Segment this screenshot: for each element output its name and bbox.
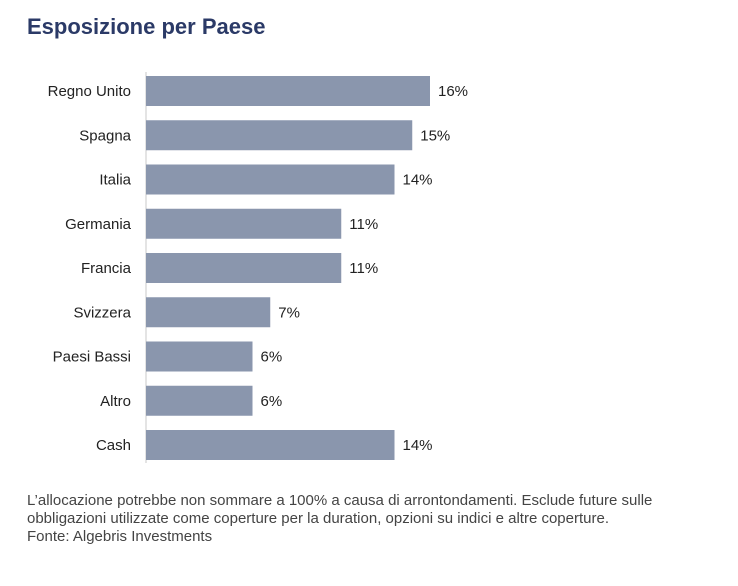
- value-label: 7%: [278, 304, 300, 321]
- bar-italia: [146, 164, 395, 195]
- bar-chart: Regno Unito 16% Spagna 15% Italia 14% Germania…: [48, 72, 468, 463]
- bar-cash: [146, 430, 395, 460]
- category-label: Svizzera: [73, 304, 131, 321]
- bar-regno-unito: [146, 76, 430, 106]
- value-label: 6%: [261, 393, 283, 410]
- category-label: Altro: [100, 393, 131, 410]
- value-label: 15%: [420, 127, 450, 144]
- value-label: 14%: [403, 437, 433, 454]
- bar-francia: [146, 253, 342, 283]
- value-label: 11%: [349, 216, 378, 233]
- value-label: 14%: [403, 172, 433, 189]
- category-label: Germania: [65, 216, 132, 233]
- bar-altro: [146, 385, 253, 416]
- category-label: Spagna: [79, 127, 131, 144]
- category-label: Francia: [81, 260, 132, 277]
- chart-title: Esposizione per Paese: [27, 14, 266, 39]
- value-label: 6%: [261, 349, 283, 366]
- footnote-text: L’allocazione potrebbe non sommare a 100…: [27, 492, 653, 527]
- value-label: 11%: [349, 260, 378, 277]
- bar-paesi-bassi: [146, 341, 253, 372]
- bar-germania: [146, 208, 342, 239]
- category-label: Paesi Bassi: [53, 349, 131, 366]
- bar-spagna: [146, 120, 413, 151]
- category-label: Regno Unito: [48, 83, 131, 100]
- footnote-source: Fonte: Algebris Investments: [27, 528, 213, 545]
- value-label: 16%: [438, 83, 468, 100]
- category-label: Italia: [99, 172, 131, 189]
- category-label: Cash: [96, 437, 131, 454]
- bar-svizzera: [146, 297, 271, 328]
- footnote: L’allocazione potrebbe non sommare a 100…: [27, 492, 727, 546]
